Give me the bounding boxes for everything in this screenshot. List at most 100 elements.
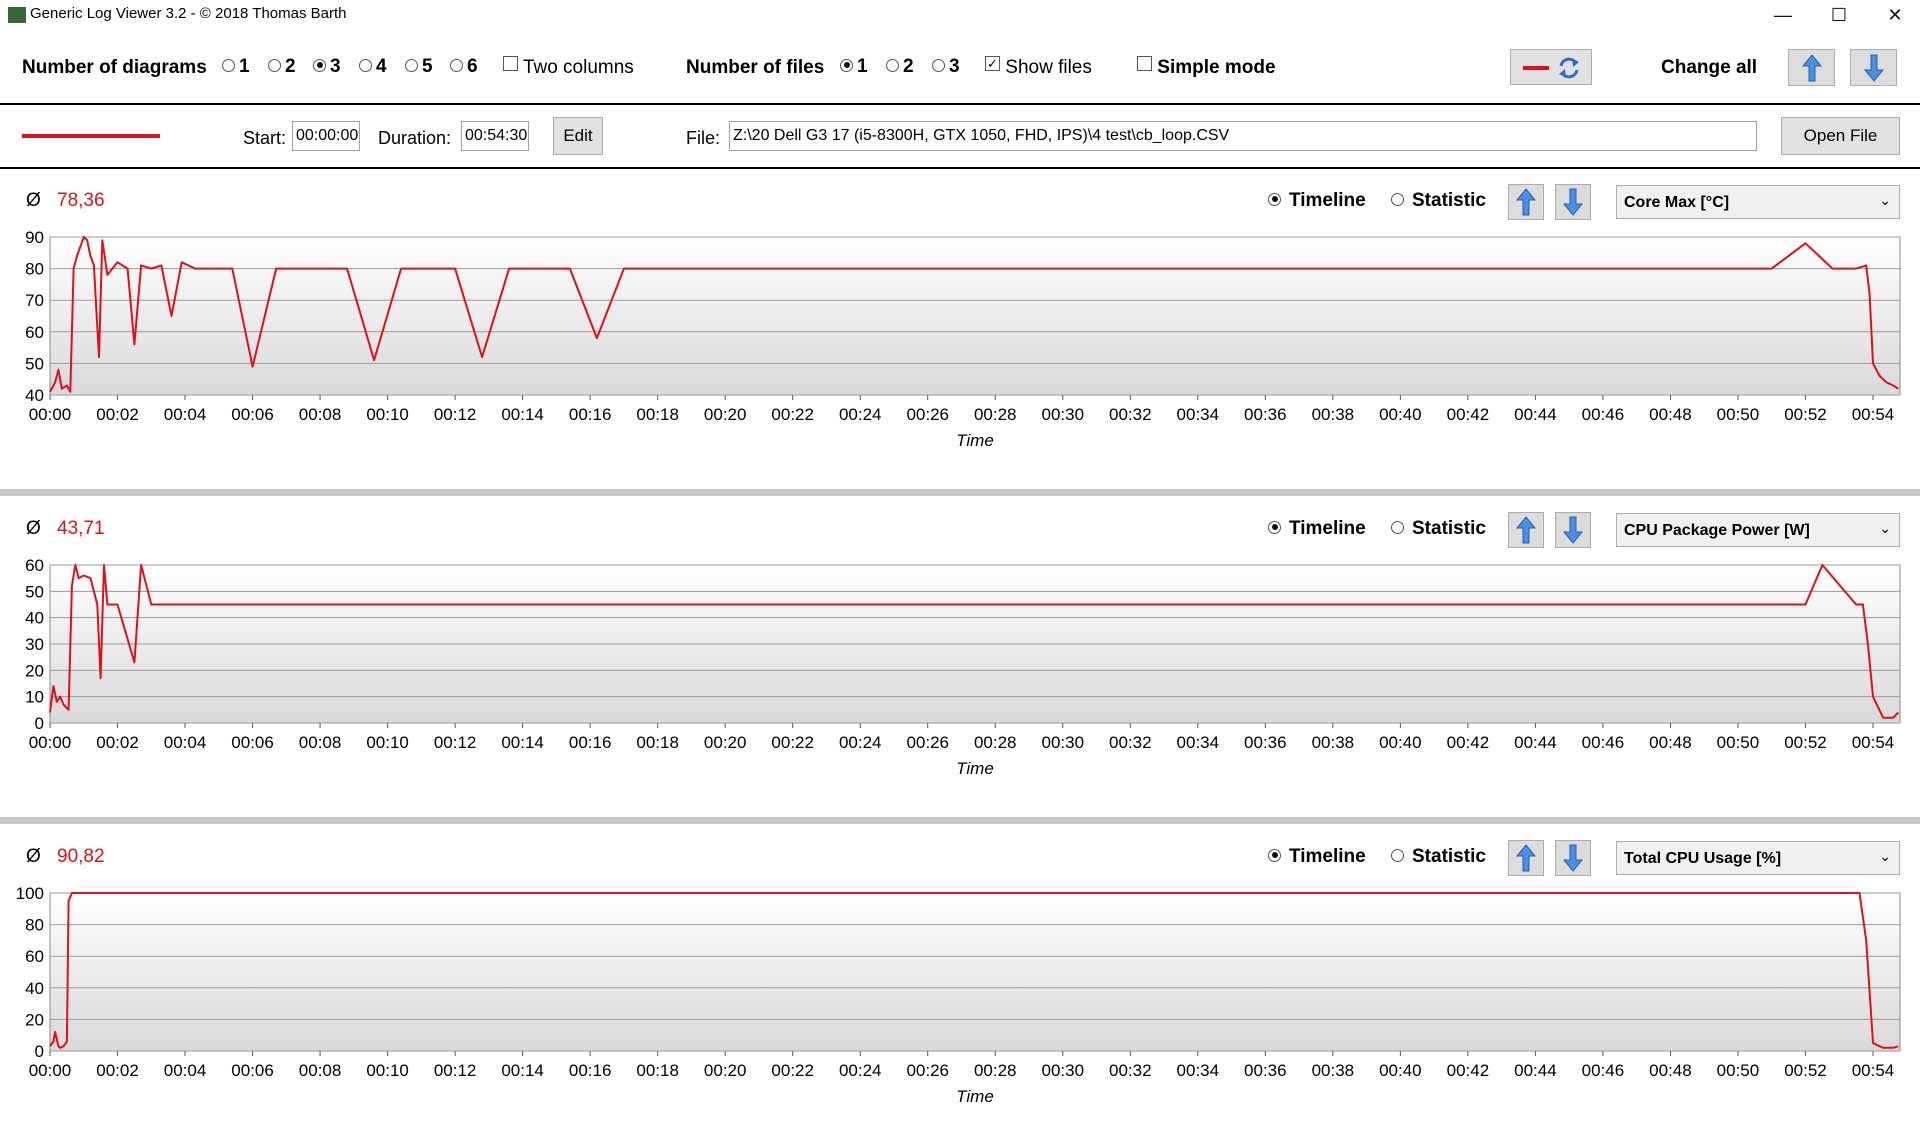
- y-tick-label: 20: [25, 661, 44, 680]
- x-tick-label: 00:36: [1244, 733, 1287, 752]
- move-up-button[interactable]: [1508, 184, 1544, 220]
- sensor-select[interactable]: CPU Package Power [W] ⌄: [1616, 513, 1900, 547]
- statistic-option[interactable]: Statistic: [1391, 846, 1486, 868]
- diagram-count-option-1[interactable]: 1: [222, 56, 250, 78]
- diagram-count-option-4[interactable]: 4: [359, 56, 387, 78]
- move-down-button[interactable]: [1555, 184, 1591, 220]
- diagram-count-option-5[interactable]: 5: [405, 56, 433, 78]
- radio-button[interactable]: [313, 58, 326, 72]
- two-columns-checkbox[interactable]: [503, 56, 518, 72]
- radio-button[interactable]: [840, 58, 853, 72]
- duration-label: Duration:: [378, 128, 452, 148]
- x-tick-label: 00:38: [1312, 733, 1355, 752]
- diagram-count-option-3[interactable]: 3: [313, 56, 341, 78]
- sensor-select[interactable]: Core Max [°C] ⌄: [1616, 185, 1900, 219]
- x-tick-label: 00:36: [1244, 1061, 1287, 1080]
- sensor-select-value: Core Max [°C]: [1624, 194, 1730, 211]
- x-tick-label: 00:08: [299, 405, 342, 424]
- show-files-label: Show files: [1005, 57, 1092, 78]
- x-tick-label: 00:02: [96, 1061, 139, 1080]
- x-tick-label: 00:46: [1582, 1061, 1625, 1080]
- x-tick-label: 00:00: [29, 405, 72, 424]
- radio-button[interactable]: [1268, 848, 1281, 862]
- timeline-label: Timeline: [1289, 190, 1366, 211]
- files-label: Number of files: [686, 57, 825, 78]
- radio-button[interactable]: [268, 58, 281, 72]
- move-down-button[interactable]: [1555, 512, 1591, 548]
- move-up-all-button[interactable]: [1788, 49, 1835, 86]
- edit-button[interactable]: Edit: [553, 117, 603, 155]
- diagrams-label: Number of diagrams: [22, 57, 207, 78]
- timeline-option[interactable]: Timeline: [1268, 518, 1366, 540]
- y-tick-label: 20: [25, 1010, 44, 1029]
- statistic-option[interactable]: Statistic: [1391, 190, 1486, 212]
- radio-button[interactable]: [405, 58, 418, 72]
- x-tick-label: 00:28: [974, 405, 1017, 424]
- file-path-input[interactable]: Z:\20 Dell G3 17 (i5-8300H, GTX 1050, FH…: [729, 121, 1757, 151]
- x-tick-label: 00:34: [1177, 733, 1220, 752]
- color-swap-button[interactable]: [1510, 49, 1592, 85]
- line-color-swatch: [1523, 66, 1549, 70]
- x-tick-label: 00:50: [1717, 405, 1760, 424]
- file-count-option-3[interactable]: 3: [932, 56, 960, 78]
- x-tick-label: 00:06: [231, 1061, 274, 1080]
- x-tick-label: 00:50: [1717, 1061, 1760, 1080]
- radio-button[interactable]: [932, 58, 945, 72]
- show-files-option[interactable]: ✓ Show files: [985, 56, 1092, 79]
- plot-area: [49, 236, 1901, 396]
- x-axis-label: Time: [956, 1087, 994, 1106]
- radio-button[interactable]: [450, 58, 463, 72]
- line-chart: 40 50 60 70 80 90 00:00 00:02 00:04 00:06 00:08 00:…: [25, 229, 1901, 450]
- panel-separator: [0, 817, 1920, 824]
- move-down-button[interactable]: [1555, 840, 1591, 876]
- x-tick-label: 00:04: [164, 405, 207, 424]
- y-tick-label: 40: [25, 609, 44, 628]
- x-tick-label: 00:06: [231, 405, 274, 424]
- radio-button[interactable]: [1391, 848, 1404, 862]
- radio-button[interactable]: [1268, 192, 1281, 206]
- y-tick-label: 80: [25, 916, 44, 935]
- x-tick-label: 00:10: [366, 405, 409, 424]
- sensor-select[interactable]: Total CPU Usage [%] ⌄: [1616, 841, 1900, 875]
- move-down-all-button[interactable]: [1850, 49, 1897, 86]
- average-symbol: Ø: [26, 518, 41, 539]
- diagram-count-option-2[interactable]: 2: [268, 56, 296, 78]
- x-tick-label: 00:32: [1109, 1061, 1152, 1080]
- diagram-count-label: 5: [422, 56, 433, 77]
- timeline-label: Timeline: [1289, 846, 1366, 867]
- show-files-checkbox[interactable]: ✓: [985, 56, 1000, 72]
- move-up-button[interactable]: [1508, 840, 1544, 876]
- window-title: Generic Log Viewer 3.2 - © 2018 Thomas B…: [30, 5, 347, 22]
- two-columns-option[interactable]: Two columns: [503, 56, 634, 79]
- minimize-button[interactable]: —: [1774, 5, 1792, 25]
- average-symbol: Ø: [26, 190, 41, 211]
- duration-input[interactable]: 00:54:30: [461, 121, 529, 151]
- refresh-icon: [1559, 57, 1579, 79]
- y-tick-label: 40: [25, 979, 44, 998]
- arrow-up-icon: [1515, 516, 1537, 544]
- statistic-option[interactable]: Statistic: [1391, 518, 1486, 540]
- x-tick-label: 00:24: [839, 733, 882, 752]
- open-file-button[interactable]: Open File: [1781, 117, 1900, 155]
- timeline-option[interactable]: Timeline: [1268, 846, 1366, 868]
- file-count-option-1[interactable]: 1: [840, 56, 868, 78]
- diagram-count-label: 1: [239, 56, 250, 77]
- x-tick-label: 00:44: [1514, 1061, 1557, 1080]
- simple-mode-option[interactable]: Simple mode: [1137, 56, 1276, 79]
- close-button[interactable]: ✕: [1887, 5, 1903, 25]
- radio-button[interactable]: [886, 58, 899, 72]
- radio-button[interactable]: [222, 58, 235, 72]
- timeline-option[interactable]: Timeline: [1268, 190, 1366, 212]
- radio-button[interactable]: [1268, 520, 1281, 534]
- start-input[interactable]: 00:00:00: [292, 121, 360, 151]
- file-count-option-2[interactable]: 2: [886, 56, 914, 78]
- diagram-count-option-6[interactable]: 6: [450, 56, 478, 78]
- move-up-button[interactable]: [1508, 512, 1544, 548]
- radio-button[interactable]: [359, 58, 372, 72]
- simple-mode-checkbox[interactable]: [1137, 56, 1152, 72]
- x-tick-label: 00:44: [1514, 733, 1557, 752]
- x-tick-label: 00:46: [1582, 405, 1625, 424]
- radio-button[interactable]: [1391, 192, 1404, 206]
- maximize-button[interactable]: ☐: [1830, 5, 1848, 25]
- radio-button[interactable]: [1391, 520, 1404, 534]
